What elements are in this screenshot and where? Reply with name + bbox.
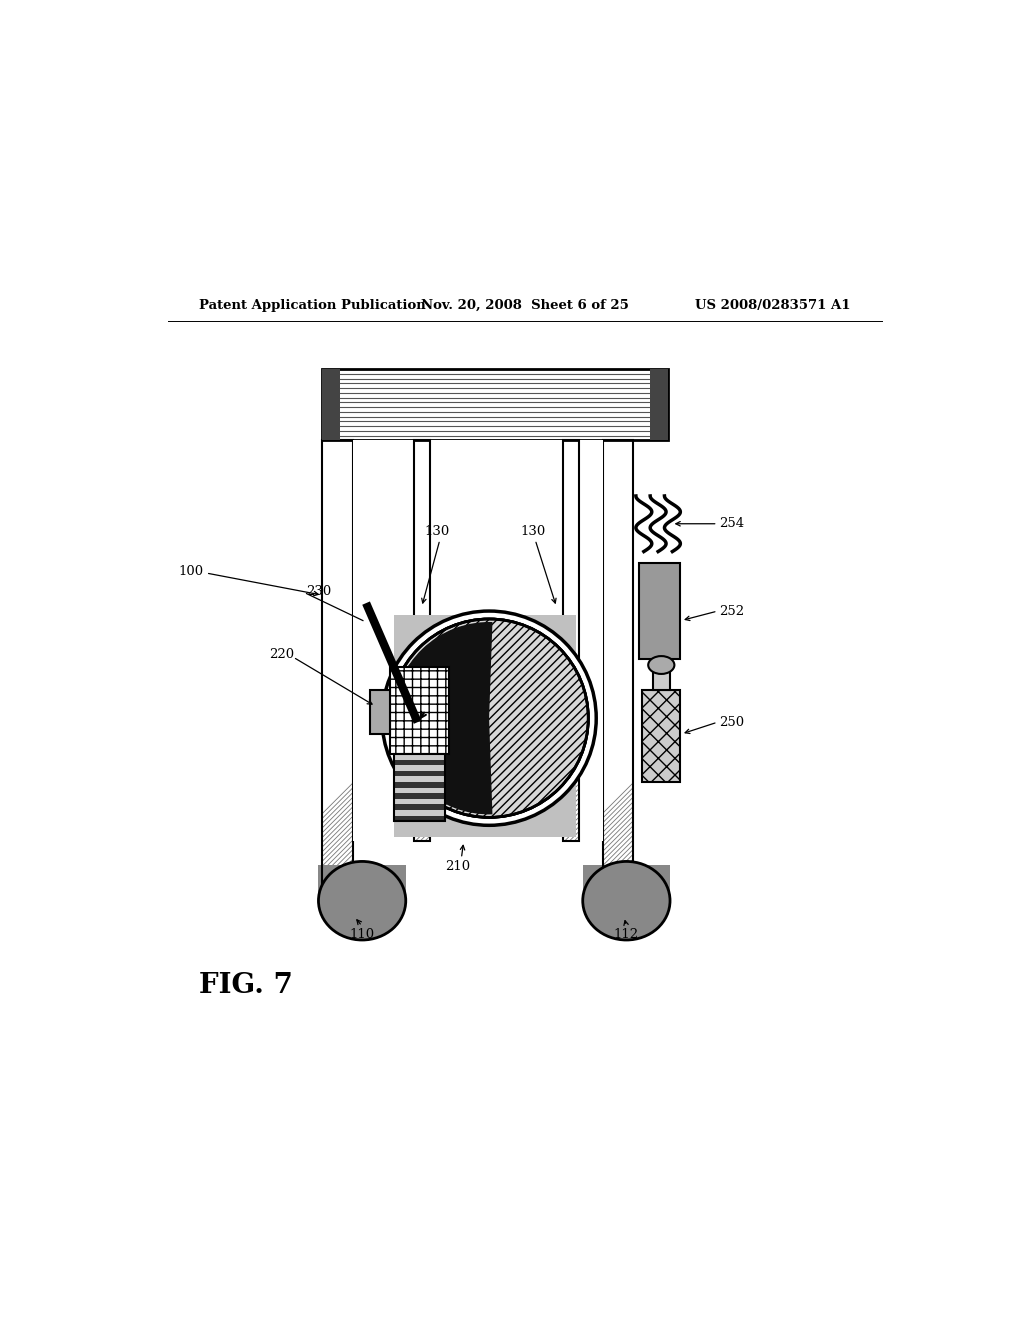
- Circle shape: [390, 619, 588, 817]
- Bar: [394, 781, 445, 788]
- Bar: [652, 668, 670, 690]
- Bar: [394, 776, 445, 781]
- Bar: [394, 793, 445, 799]
- Bar: [394, 810, 445, 816]
- Bar: [394, 771, 445, 776]
- Bar: [639, 564, 680, 659]
- Bar: [394, 788, 445, 793]
- Bar: [352, 441, 414, 841]
- Ellipse shape: [583, 862, 670, 940]
- Text: US 2008/0283571 A1: US 2008/0283571 A1: [694, 300, 850, 312]
- Text: 130: 130: [425, 525, 451, 539]
- Bar: [414, 441, 430, 841]
- Text: Nov. 20, 2008  Sheet 6 of 25: Nov. 20, 2008 Sheet 6 of 25: [421, 300, 629, 312]
- Text: 252: 252: [719, 605, 744, 618]
- Bar: [370, 690, 390, 734]
- Bar: [579, 441, 602, 841]
- Bar: [394, 754, 445, 821]
- Bar: [430, 441, 563, 841]
- Bar: [394, 615, 577, 837]
- Bar: [394, 804, 445, 810]
- Wedge shape: [393, 622, 493, 814]
- Bar: [323, 441, 352, 892]
- Text: 250: 250: [719, 715, 744, 729]
- Text: Patent Application Publication: Patent Application Publication: [200, 300, 426, 312]
- Bar: [352, 441, 414, 841]
- Bar: [583, 865, 670, 900]
- Bar: [318, 865, 406, 900]
- Ellipse shape: [318, 862, 406, 940]
- Wedge shape: [393, 622, 493, 814]
- Bar: [563, 441, 579, 841]
- Text: 210: 210: [444, 861, 470, 873]
- Bar: [642, 690, 680, 781]
- Bar: [650, 370, 668, 441]
- Bar: [394, 766, 445, 771]
- Bar: [394, 754, 445, 759]
- Bar: [394, 816, 445, 821]
- Text: 100: 100: [178, 565, 204, 578]
- Text: 130: 130: [520, 525, 546, 539]
- Bar: [394, 799, 445, 804]
- Text: FIG. 7: FIG. 7: [200, 972, 293, 999]
- Bar: [602, 441, 633, 892]
- Text: 230: 230: [306, 585, 332, 598]
- Ellipse shape: [648, 656, 675, 675]
- Text: 254: 254: [719, 517, 744, 531]
- Circle shape: [382, 611, 596, 825]
- Circle shape: [390, 619, 588, 817]
- Text: 112: 112: [613, 928, 639, 941]
- Text: 110: 110: [349, 928, 375, 941]
- Text: 220: 220: [269, 648, 295, 661]
- Bar: [394, 759, 445, 766]
- Bar: [390, 667, 450, 754]
- Bar: [323, 370, 668, 441]
- Bar: [323, 370, 340, 441]
